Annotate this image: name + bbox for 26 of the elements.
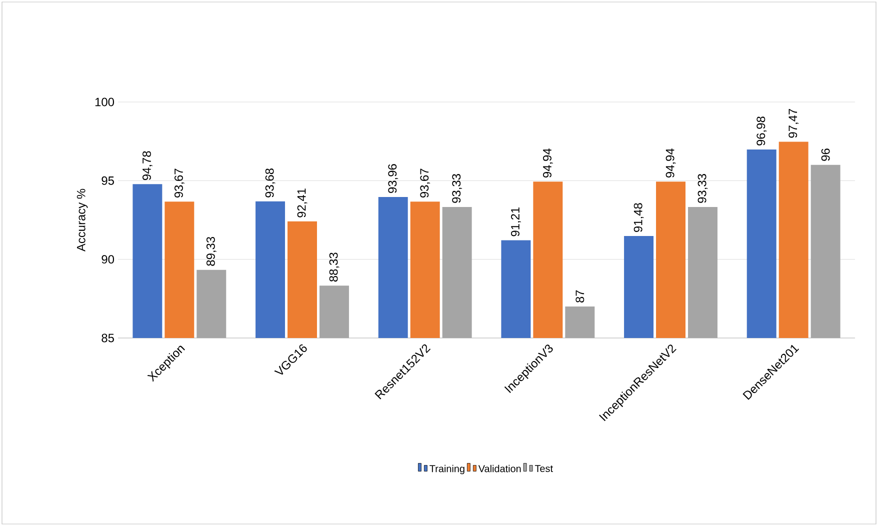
y-tick-label: 100 [95, 98, 114, 106]
y-tick-label: 85 [102, 334, 114, 342]
data-label: 93,67 [174, 168, 184, 198]
data-label: 96,98 [756, 116, 767, 146]
data-label: 93,68 [265, 168, 276, 198]
legend-label: Training [430, 464, 464, 474]
data-label: 94,94 [666, 148, 676, 178]
data-label: 93,67 [420, 168, 430, 198]
y-axis-title: Accuracy % [76, 188, 88, 252]
y-tick-label: 95 [102, 176, 114, 185]
data-label: 89,33 [206, 236, 216, 266]
data-label: 88,33 [329, 252, 340, 282]
data-label: 97,47 [788, 108, 799, 138]
data-label: 94,94 [542, 148, 553, 178]
data-label: 93,33 [698, 174, 708, 203]
data-label: 93,33 [452, 174, 462, 203]
data-label: 96 [821, 148, 830, 161]
data-label: 93,96 [388, 164, 398, 193]
legend-label: Validation [478, 464, 521, 472]
data-label: 91,21 [511, 207, 521, 236]
data-label: 87 [576, 290, 584, 302]
data-label: 94,78 [142, 151, 152, 180]
legend-label: Test [534, 465, 553, 472]
data-label: 91,48 [634, 203, 644, 232]
data-label: 92,41 [297, 188, 308, 218]
y-tick-label: 90 [102, 255, 114, 264]
